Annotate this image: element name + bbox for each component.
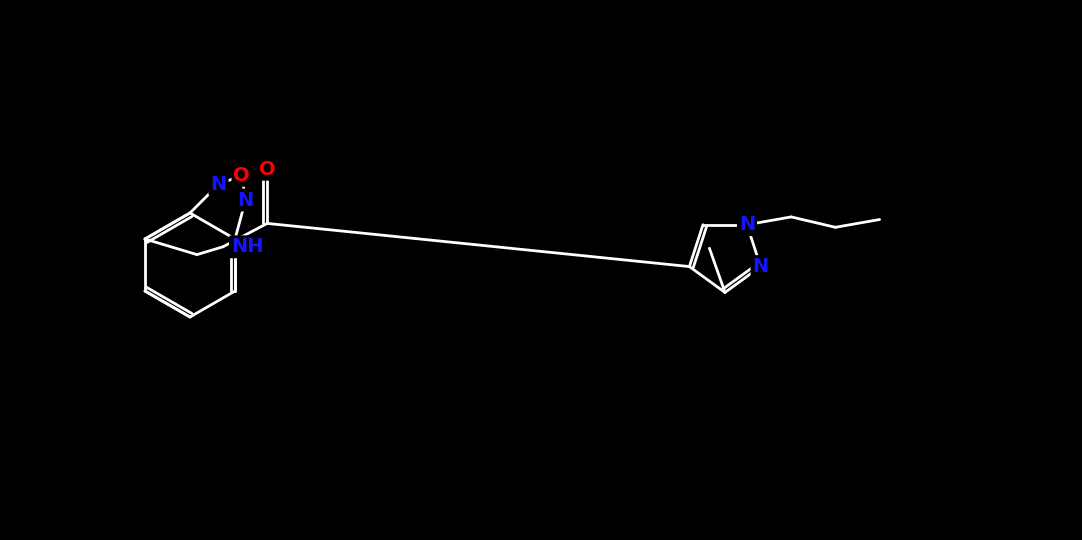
Text: N: N (752, 257, 768, 276)
Text: N: N (210, 175, 226, 194)
Text: O: O (259, 160, 276, 179)
Text: O: O (234, 166, 250, 185)
Text: N: N (237, 191, 253, 210)
Text: NH: NH (230, 237, 263, 256)
Text: N: N (739, 215, 755, 234)
